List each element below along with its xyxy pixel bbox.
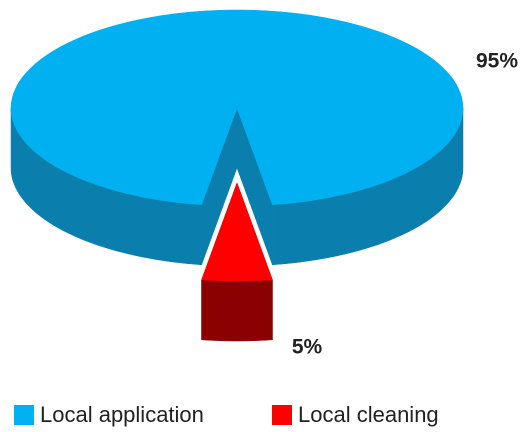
legend-label: Local application: [40, 402, 204, 427]
slice: [201, 182, 273, 282]
legend-label: Local cleaning: [298, 402, 439, 427]
slice-side: [201, 279, 273, 342]
legend-swatch: [272, 405, 292, 425]
value-label: 5%: [292, 336, 323, 359]
value-label: 95%: [476, 50, 518, 73]
slice: [10, 9, 464, 206]
legend-swatch: [14, 405, 34, 425]
